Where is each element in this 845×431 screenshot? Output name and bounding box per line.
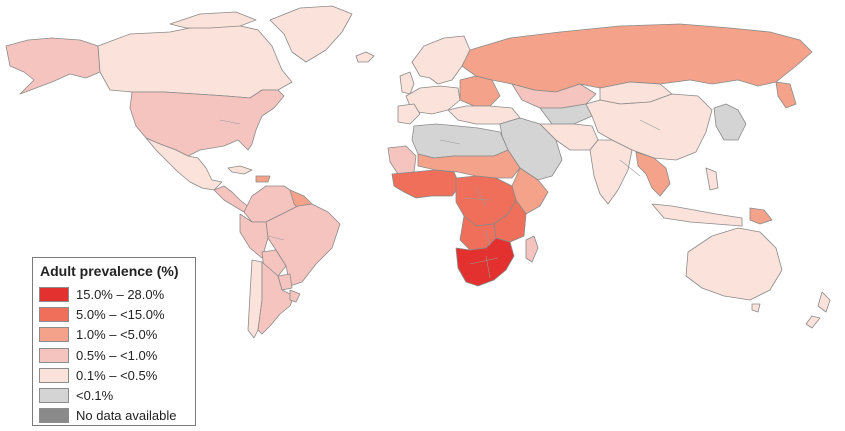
region-india[interactable] [589, 139, 633, 205]
map-legend: Adult prevalence (%) 15.0% – 28.0% 5.0% … [32, 257, 196, 426]
legend-label-2: 5.0% – <15.0% [76, 306, 165, 322]
legend-swatch-3 [39, 327, 69, 343]
region-scandinavia[interactable] [411, 35, 471, 85]
legend-label-6: <0.1% [76, 388, 114, 404]
legend-item-1: 15.0% – 28.0% [39, 284, 189, 304]
legend-item-6: <0.1% [39, 385, 189, 405]
region-alaska[interactable] [5, 37, 101, 95]
region-new-zealand[interactable] [805, 291, 831, 329]
legend-label-1: 15.0% – 28.0% [76, 286, 165, 302]
region-southeast-asia[interactable] [635, 151, 671, 197]
region-caribbean[interactable] [255, 175, 271, 183]
region-united-kingdom[interactable] [399, 71, 415, 95]
legend-swatch-6 [39, 388, 69, 404]
region-canada-arctic-islands[interactable] [169, 11, 257, 29]
region-philippines[interactable] [705, 167, 719, 191]
legend-swatch-4 [39, 347, 69, 363]
legend-label-3: 1.0% – <5.0% [76, 327, 158, 343]
legend-label-5: 0.1% – <0.5% [76, 367, 158, 383]
region-west-africa[interactable] [391, 169, 461, 199]
region-madagascar[interactable] [525, 235, 539, 263]
region-canada[interactable] [97, 23, 293, 99]
region-tasmania[interactable] [751, 303, 761, 313]
legend-item-3: 1.0% – <5.0% [39, 325, 189, 345]
region-papua-new-guinea[interactable] [749, 207, 773, 225]
legend-swatch-7 [39, 408, 69, 424]
legend-swatch-5 [39, 367, 69, 383]
region-greenland[interactable] [269, 5, 353, 63]
region-australia[interactable] [685, 227, 783, 301]
region-uruguay[interactable] [289, 289, 301, 303]
region-kamchatka[interactable] [775, 81, 797, 109]
region-southern-africa[interactable] [455, 237, 515, 287]
region-north-africa[interactable] [411, 123, 509, 159]
region-western-sahara-mauritania[interactable] [387, 145, 417, 175]
region-sahel[interactable] [417, 149, 521, 179]
legend-swatch-2 [39, 306, 69, 322]
region-argentina[interactable] [257, 261, 295, 335]
region-iceland[interactable] [355, 51, 375, 63]
region-cuba[interactable] [227, 165, 253, 175]
region-china[interactable] [585, 93, 713, 161]
region-iberia[interactable] [397, 103, 421, 125]
legend-label-7: No data available [76, 408, 177, 424]
legend-item-4: 0.5% – <1.0% [39, 345, 189, 365]
region-korea-japan[interactable] [713, 103, 747, 141]
legend-item-7: No data available [39, 406, 189, 426]
region-central-america[interactable] [213, 185, 251, 213]
legend-item-5: 0.1% – <0.5% [39, 365, 189, 385]
region-peru-ecuador[interactable] [239, 213, 269, 259]
region-russia[interactable] [461, 23, 813, 93]
legend-title: Adult prevalence (%) [40, 263, 179, 279]
region-malaysia-indonesia[interactable] [651, 203, 743, 227]
legend-item-2: 5.0% – <15.0% [39, 304, 189, 324]
legend-label-4: 0.5% – <1.0% [76, 347, 158, 363]
country-border [219, 119, 661, 279]
region-kazakhstan[interactable] [511, 83, 597, 109]
legend-swatch-1 [39, 286, 69, 302]
region-mexico[interactable] [145, 137, 223, 191]
